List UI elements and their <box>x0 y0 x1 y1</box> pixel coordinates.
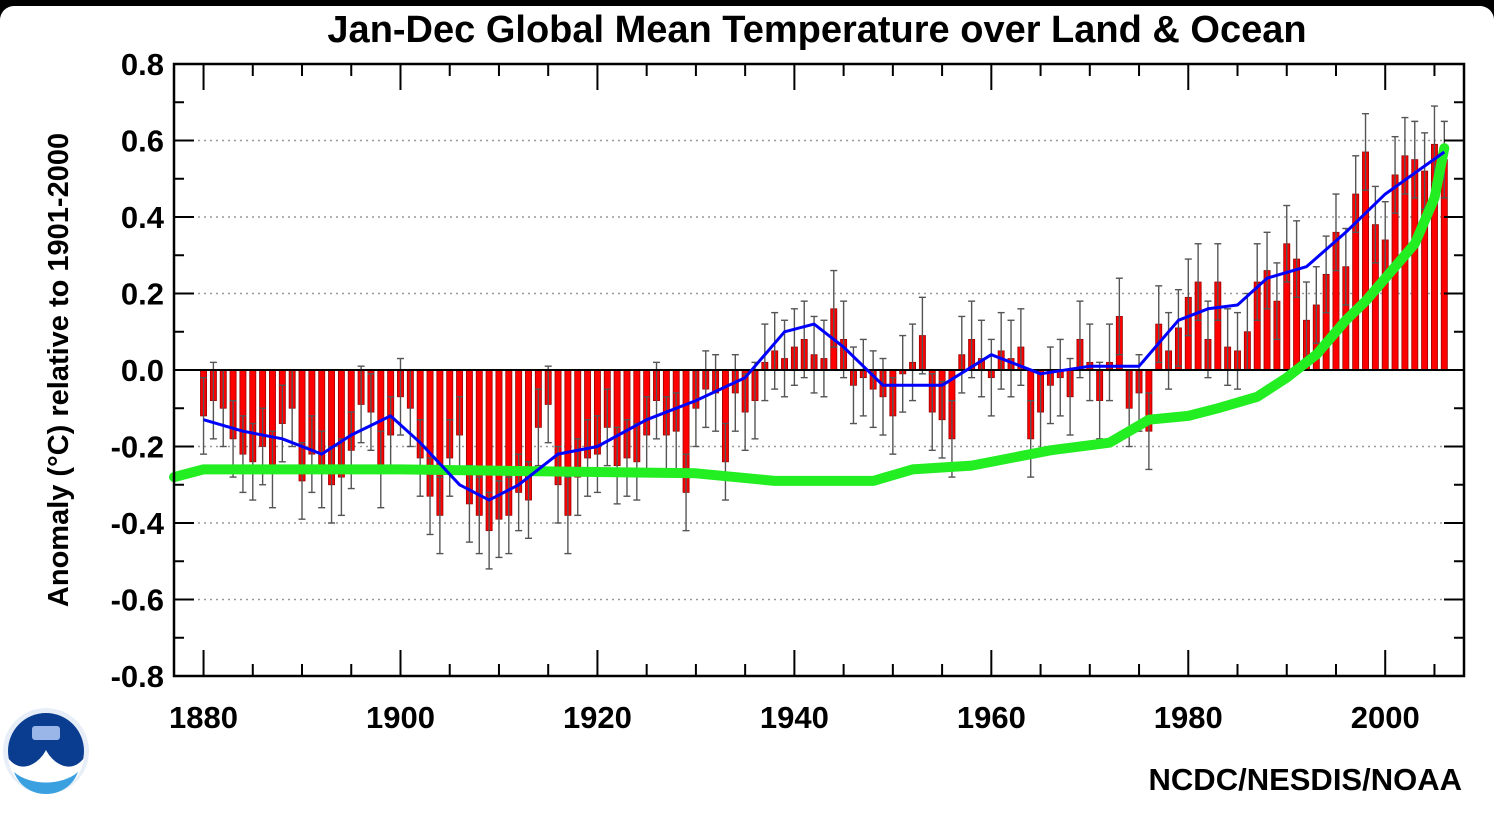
y-tick-labels: 0.8 0.6 0.4 0.2 0.0 -0.2 -0.4 -0.6 -0.8 <box>111 47 165 694</box>
y-axis-label: Anomaly (°C) relative to 1901-2000 <box>43 133 75 607</box>
y-tick-label: -0.6 <box>111 583 164 618</box>
noaa-logo <box>3 708 89 794</box>
y-tick-label: -0.2 <box>111 430 164 465</box>
x-tick-label: 2000 <box>1351 700 1420 735</box>
tick-marks <box>174 63 1464 677</box>
credit-text: NCDC/NESDIS/NOAA <box>1149 762 1462 797</box>
y-tick-label: 0.6 <box>121 124 164 159</box>
chart-card: Jan-Dec Global Mean Temperature over Lan… <box>0 6 1494 835</box>
temperature-chart: Jan-Dec Global Mean Temperature over Lan… <box>3 9 1466 797</box>
x-tick-label: 1920 <box>563 700 632 735</box>
smooth-line <box>203 150 1446 502</box>
logo-label <box>32 726 60 740</box>
y-tick-label: 0.2 <box>121 277 164 312</box>
chart-title: Jan-Dec Global Mean Temperature over Lan… <box>327 9 1306 51</box>
x-tick-label: 1900 <box>366 700 435 735</box>
y-tick-label: -0.4 <box>111 506 165 541</box>
x-tick-label: 1960 <box>957 700 1026 735</box>
y-tick-label: 0.4 <box>121 200 165 235</box>
overlay-line <box>169 143 1450 486</box>
x-tick-label: 1940 <box>760 700 829 735</box>
x-tick-labels: 1880 1900 1920 1940 1960 1980 2000 <box>169 700 1420 735</box>
y-tick-label: -0.8 <box>111 659 164 694</box>
logo-wave <box>14 772 78 794</box>
y-tick-label: 0.0 <box>121 353 164 388</box>
x-tick-label: 1880 <box>169 700 238 735</box>
x-tick-label: 1980 <box>1154 700 1223 735</box>
y-tick-label: 0.8 <box>121 47 164 82</box>
